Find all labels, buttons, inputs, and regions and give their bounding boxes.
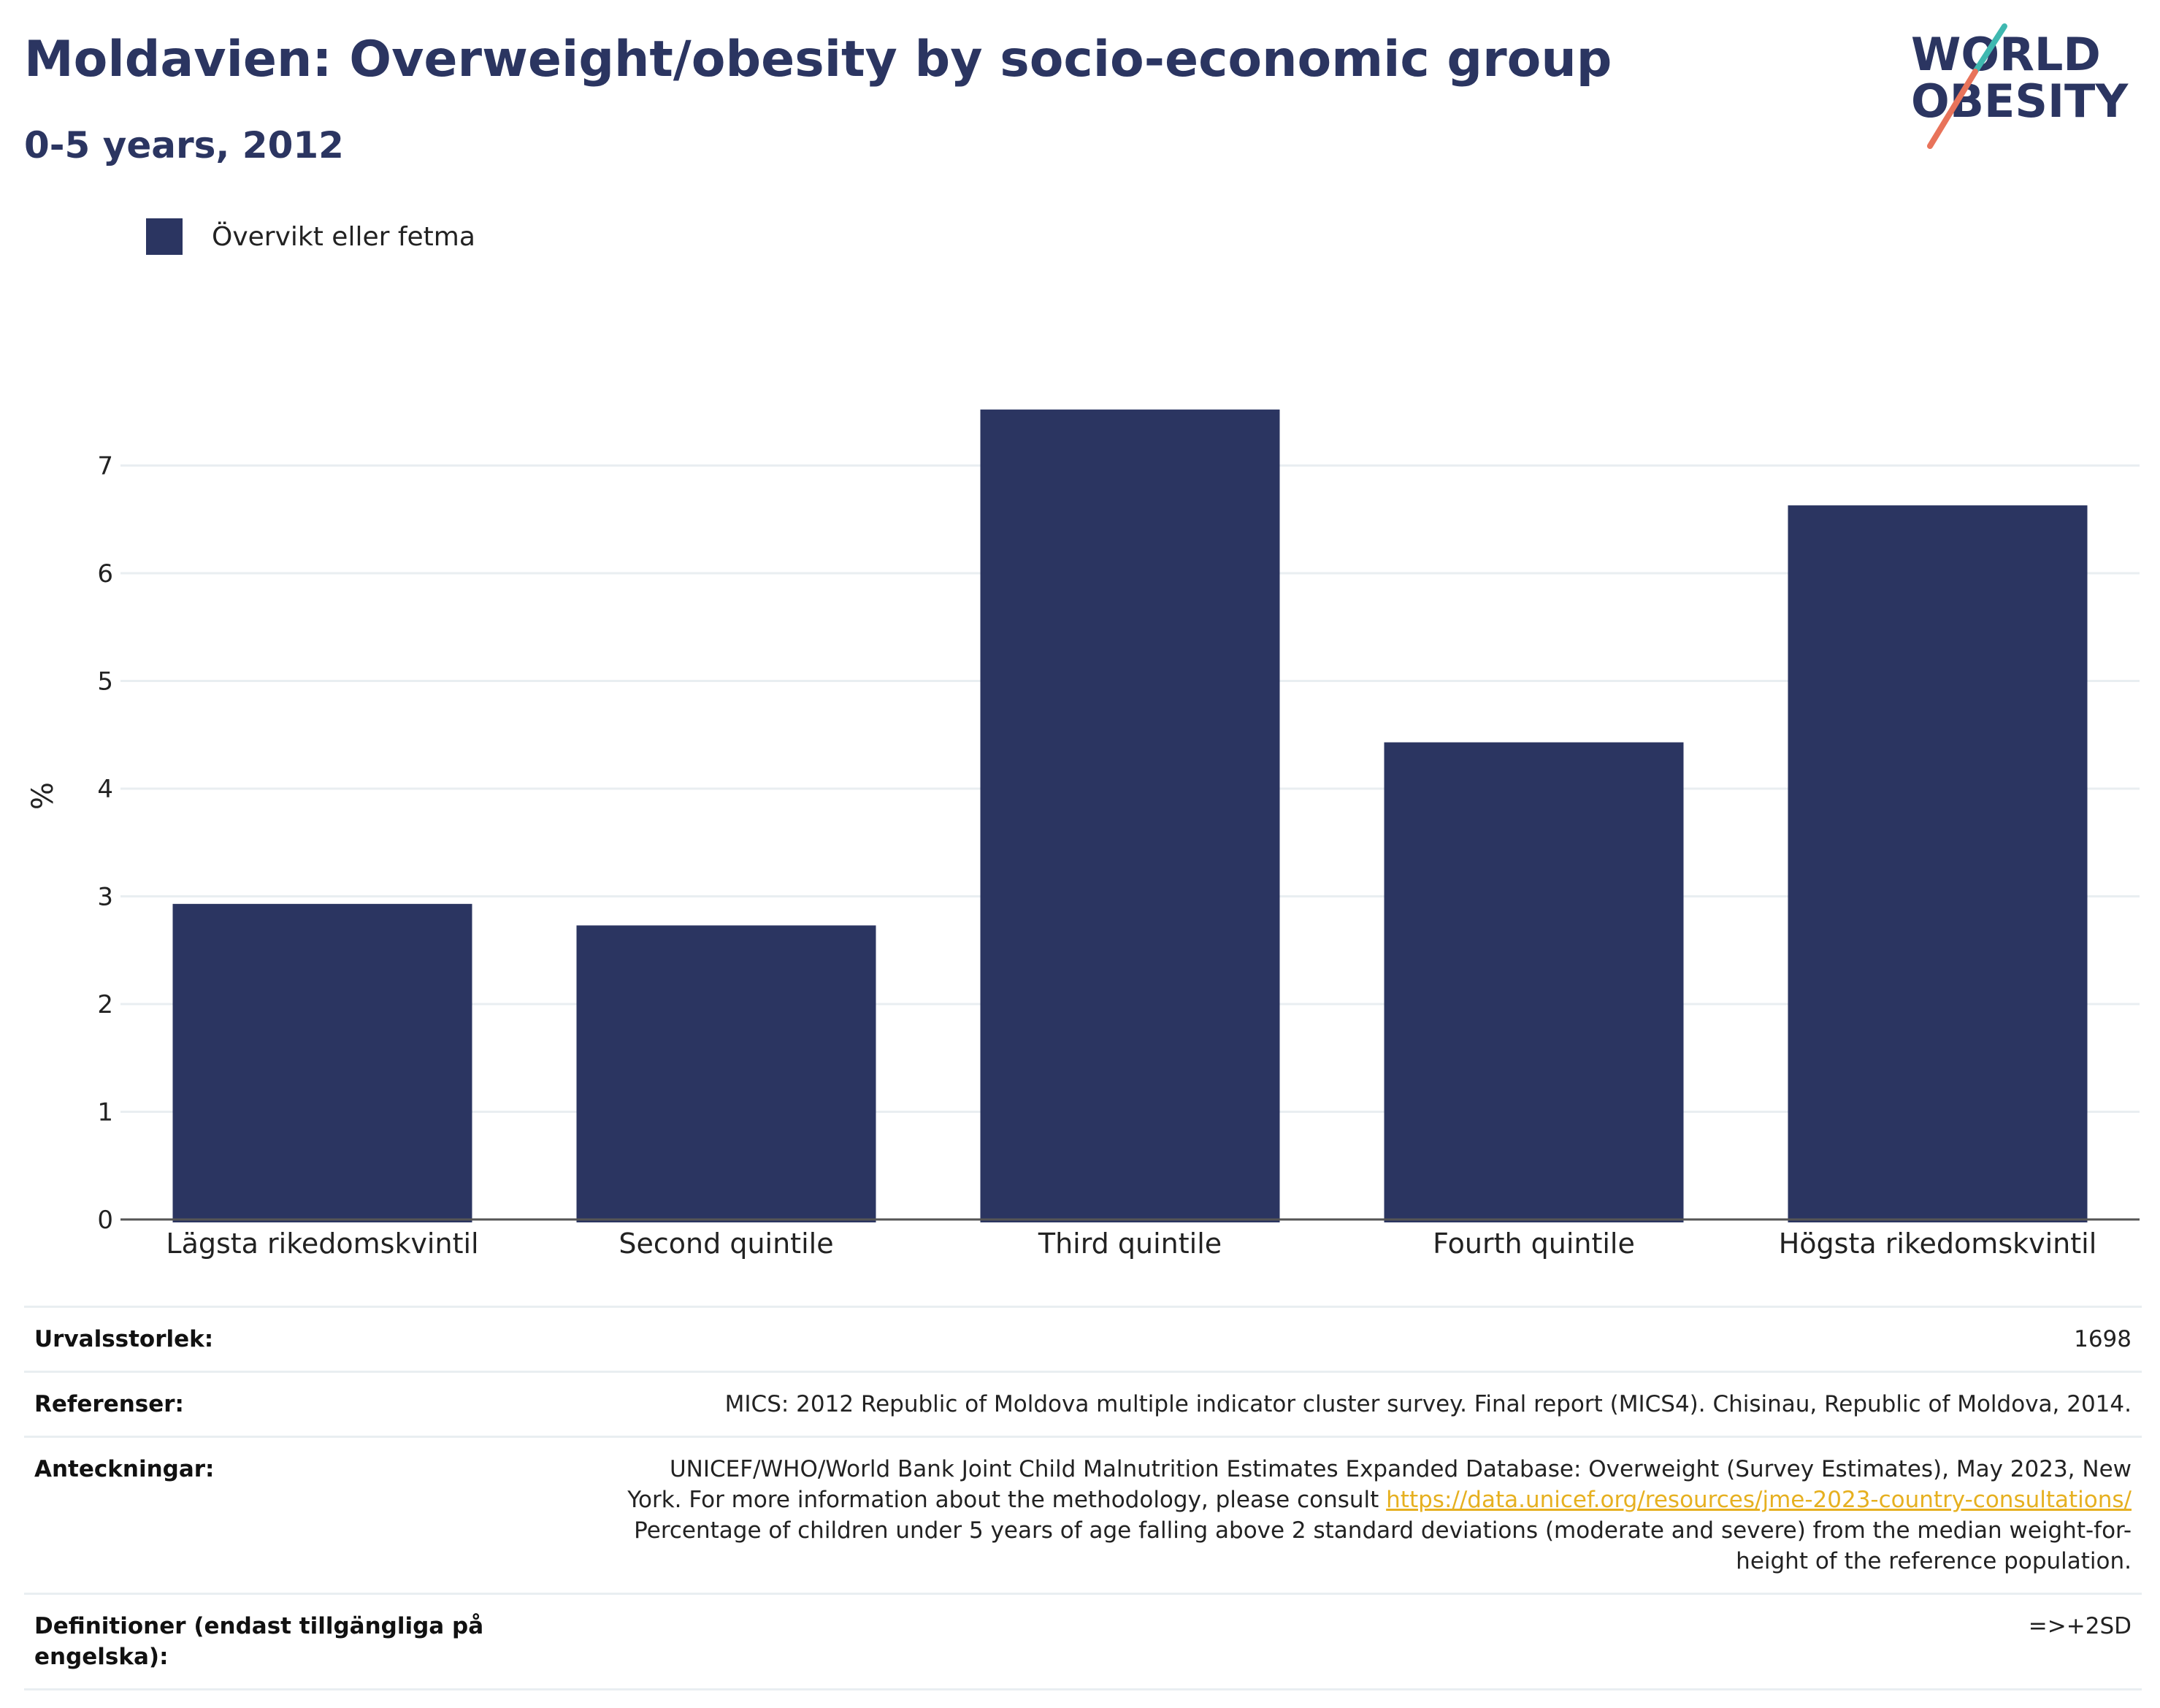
notes-line3: Percentage of children under 5 years of … [634, 1517, 2132, 1544]
table-row-sample-size: Urvalsstorlek: 1698 [24, 1306, 2142, 1371]
chart-subtitle: 0-5 years, 2012 [24, 124, 344, 166]
logo-accent-teal [1972, 23, 2007, 74]
bar [1384, 742, 1684, 1222]
chart-legend: Övervikt eller fetma [146, 218, 475, 256]
y-tick-label: 0 [97, 1206, 113, 1235]
chart-title: Moldavien: Overweight/obesity by socio-e… [24, 31, 1612, 88]
notes-value: UNICEF/WHO/World Bank Joint Child Malnut… [627, 1454, 2132, 1577]
bar [980, 409, 1280, 1222]
table-row-references: Referenser: MICS: 2012 Republic of Moldo… [24, 1371, 2142, 1436]
notes-line4: height of the reference population. [1736, 1548, 2132, 1574]
notes-line1: UNICEF/WHO/World Bank Joint Child Malnut… [669, 1456, 2132, 1482]
table-row-notes: Anteckningar: UNICEF/WHO/World Bank Join… [24, 1436, 2142, 1593]
world-obesity-logo: WORLD OBESITY [1911, 23, 2129, 149]
y-tick-label: 4 [97, 775, 113, 804]
references-label: Referenser: [34, 1391, 184, 1417]
x-tick-label: Högsta rikedomskvintil [1779, 1228, 2097, 1260]
x-tick-label: Second quintile [618, 1228, 833, 1260]
x-tick-label: Third quintile [1038, 1228, 1222, 1260]
table-row-definitions: Definitioner (endast tillgängliga på eng… [24, 1593, 2142, 1690]
y-tick-label: 3 [97, 883, 113, 912]
bar-chart: 0 1 2 3 4 5 6 7% Lägsta rikedomskvintil Second qu… [26, 409, 2140, 1260]
y-tick-label: 2 [97, 990, 113, 1019]
definitions-label: Definitioner (endast tillgängliga på eng… [34, 1613, 484, 1670]
legend-label: Övervikt eller fetma [212, 221, 475, 252]
bar [172, 903, 472, 1222]
y-tick-label: 1 [97, 1098, 113, 1127]
definitions-value: =>+2SD [2028, 1613, 2132, 1639]
sample-size-value: 1698 [2074, 1326, 2132, 1352]
sample-size-label: Urvalsstorlek: [34, 1326, 214, 1352]
legend-swatch [146, 218, 183, 255]
logo-accent-coral [1927, 69, 1978, 149]
notes-link[interactable]: https://data.unicef.org/resources/jme-20… [1386, 1487, 2132, 1513]
y-tick-label: 5 [97, 667, 113, 697]
notes-label: Anteckningar: [34, 1456, 215, 1482]
x-tick-label: Fourth quintile [1433, 1228, 1635, 1260]
info-table: Urvalsstorlek: 1698 Referenser: MICS: 20… [24, 1306, 2142, 1690]
notes-line2-prefix: York. For more information about the met… [627, 1487, 1387, 1513]
logo-line1: WORLD [1911, 28, 2101, 81]
y-tick-label: 6 [97, 559, 113, 589]
bar [1788, 505, 2088, 1222]
x-tick-label: Lägsta rikedomskvintil [166, 1228, 478, 1260]
y-axis-label: % [26, 782, 60, 810]
y-tick-label: 7 [97, 452, 113, 481]
bar [576, 925, 876, 1222]
references-value: MICS: 2012 Republic of Moldova multiple … [724, 1391, 2132, 1417]
